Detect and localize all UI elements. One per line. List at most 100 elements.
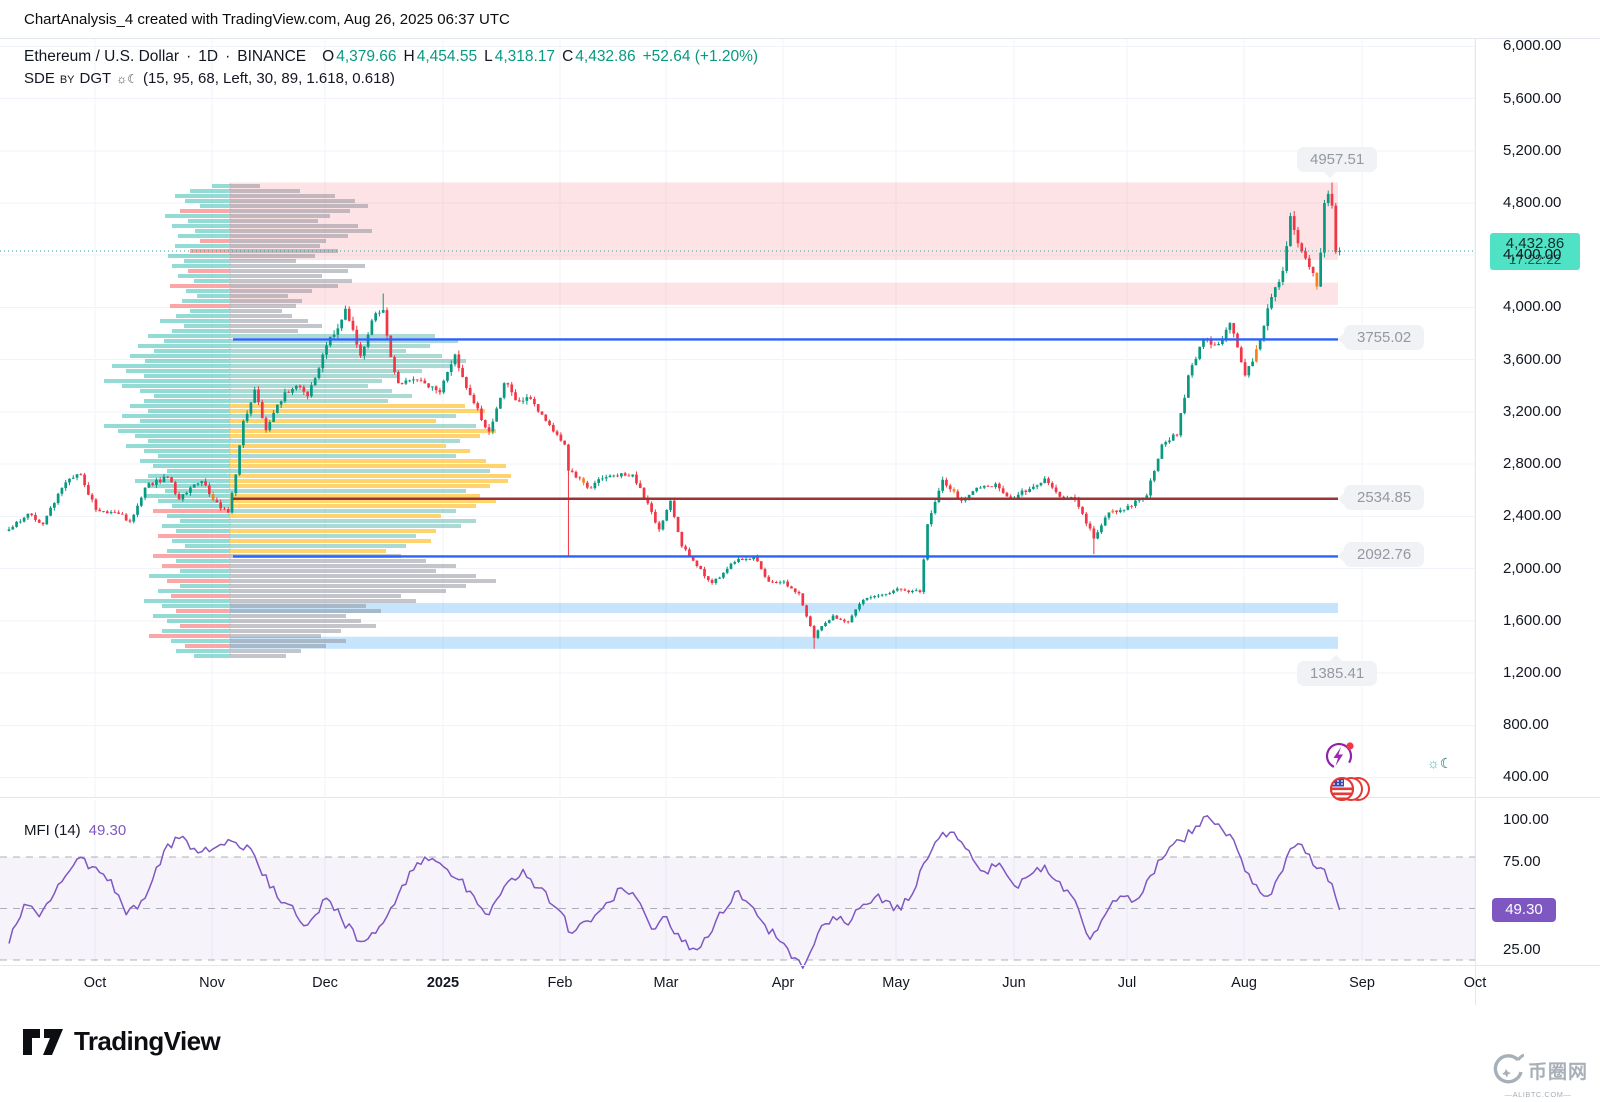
profile-row-right [230,194,335,198]
indicator-name[interactable]: SDE [24,70,55,87]
candle-body [533,398,536,405]
candle-body [536,404,540,412]
candle-body [234,474,238,494]
candle-body [177,493,181,500]
candle-body [87,485,90,495]
candle-body [1194,358,1198,366]
price-axis-label: 3,600.00 [1503,350,1562,368]
profile-row-left [200,239,230,243]
candle-body [465,377,468,388]
profile-row-left [171,594,230,598]
candle-body [585,482,589,488]
theme-sun-moon-icon[interactable]: ☼☾ [1427,755,1452,772]
profile-row-right [230,639,346,643]
candle-body [68,478,71,483]
candle-body [820,626,824,631]
candle-body [846,621,850,623]
candle-body [11,526,15,530]
profile-row-right [230,239,326,243]
candle-body [672,500,676,517]
profile-row-left [158,534,230,538]
profile-row-left [153,614,230,618]
profile-row-left [171,639,230,643]
mfi-title[interactable]: MFI (14) [24,822,81,839]
candle-body [136,505,139,515]
candle-body [1232,323,1236,334]
candle-body [601,478,604,480]
profile-row-left [184,324,230,328]
candle-body [1319,252,1323,287]
profile-row-left [170,304,230,308]
profile-row-right [230,614,346,618]
profile-row-left [148,334,230,338]
profile-row-left [153,554,230,558]
profile-row-right [230,304,296,308]
candle-body [945,479,948,486]
candle-body [283,392,287,402]
profile-row-left [130,354,230,358]
candle-body [245,413,249,422]
candle-body [593,482,597,489]
time-axis-label: Apr [771,975,795,991]
candle-body [1300,243,1304,252]
candle-body [744,559,748,561]
price-pane-hitarea[interactable] [0,90,1475,797]
indicator-legend[interactable]: SDE by DGT ☼☾ (15, 95, 68, Left, 30, 89,… [24,70,395,87]
tradingview-logo-text: TradingView [74,1026,221,1056]
candle-body [638,483,642,488]
candle-body [1020,490,1024,495]
profile-row-right [230,469,490,473]
profile-row-left [175,244,230,248]
profile-row-left [175,194,230,198]
profile-row-right [230,584,466,588]
candle-body [400,383,404,384]
candle-body [778,582,782,584]
mfi-pane-hitarea[interactable] [0,840,1475,965]
candle-body [26,513,30,518]
candle-body [646,497,650,504]
candle-body [1198,346,1202,359]
candle-body [824,622,827,627]
candle-body [438,390,442,393]
candle-body [109,512,113,514]
candle-body [155,479,158,485]
candle-body [291,388,294,393]
candle-body [1115,510,1118,512]
candle-body [1160,444,1164,459]
profile-row-right [230,219,318,223]
candle-body [1338,250,1341,252]
profile-row-left [162,629,230,633]
candle-body [529,397,532,399]
profile-row-left [188,269,230,273]
profile-row-left [144,599,230,603]
bar-countdown: 17:22:22 [1508,251,1562,267]
profile-row-left [184,259,230,263]
level-lines [233,338,1338,558]
interval-label[interactable]: 1D [198,48,219,65]
profile-row-right [230,634,321,638]
mfi-axis-label: 75.00 [1503,853,1541,870]
candle-body [41,522,45,525]
time-axis-label: Dec [312,975,338,991]
symbol-legend[interactable]: Ethereum / U.S. Dollar · 1D · BINANCE O … [24,48,758,66]
tradingview-logo[interactable]: TradingView [22,1026,221,1057]
profile-row-right [230,494,480,498]
profile-row-right [230,604,366,608]
time-axis-label: Oct [83,975,107,991]
profile-row-left [144,399,230,403]
candle-body [1311,266,1315,274]
candle-body [567,444,570,471]
pane-separator[interactable] [0,797,1600,798]
candle-body [476,403,480,409]
profile-row-right [230,419,436,423]
candle-body [204,481,207,486]
candle-body [873,596,876,598]
candle-body [230,493,234,513]
profile-row-right [230,624,376,628]
symbol-name[interactable]: Ethereum / U.S. Dollar [24,48,180,65]
profile-row-left [185,544,230,548]
mfi-legend[interactable]: MFI (14) 49.30 [24,822,126,839]
candle-body [1168,440,1171,443]
profile-row-left [140,459,230,463]
